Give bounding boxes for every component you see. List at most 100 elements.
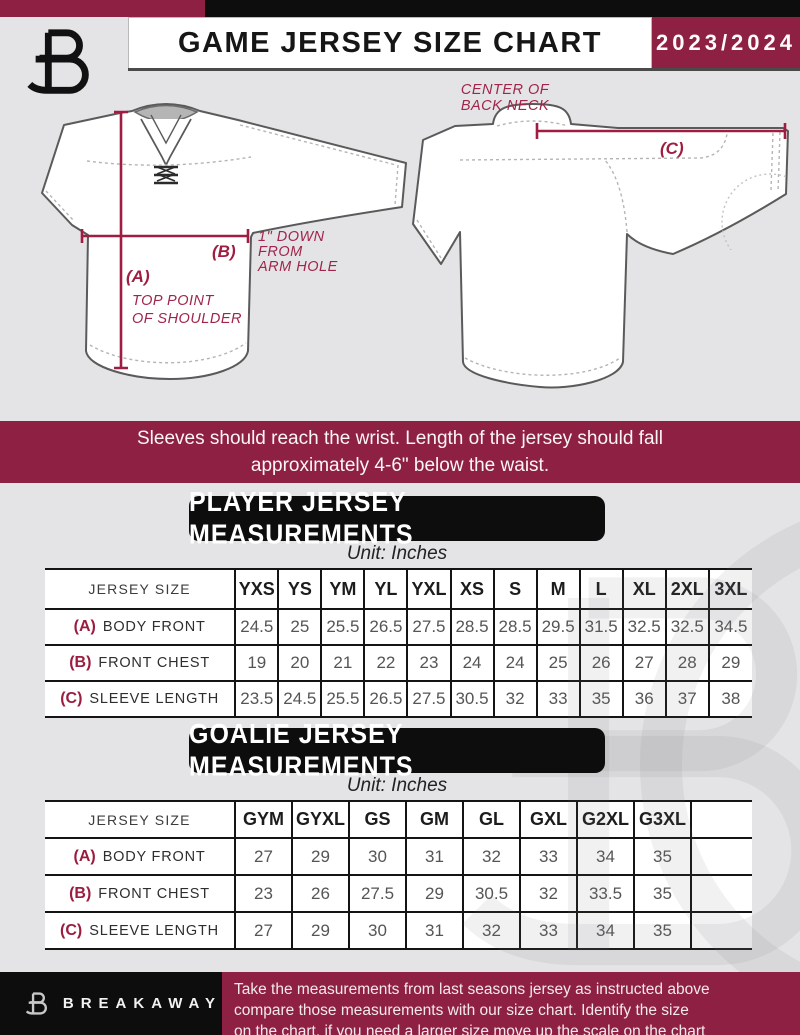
corner-cell: JERSEY SIZE [45, 568, 236, 610]
row-key: (C) [60, 690, 83, 707]
goalie-unit-label: Unit: Inches [346, 775, 448, 796]
table-row: (C) SLEEVE LENGTH 23.5 24.5 25.5 26.5 27.5 30.5… [45, 680, 752, 718]
measurement-cell: 24 [492, 644, 537, 682]
measurement-cell: 34 [576, 837, 634, 876]
measurement-cell: 29 [707, 644, 752, 682]
measurement-cell: 24.5 [234, 608, 279, 646]
measure-line-b [80, 229, 250, 243]
measurement-cell: 26 [578, 644, 623, 682]
footer-line3: on the chart, if you need a larger size … [234, 1023, 706, 1035]
table-row: (A) BODY FRONT 27 29 30 31 32 33 34 35 [45, 837, 752, 876]
size-column-header: M [535, 568, 580, 610]
size-column-header: GL [462, 800, 520, 839]
measurement-cell: 35 [633, 911, 691, 950]
size-column-header: YXS [234, 568, 279, 610]
title-box: GAME JERSEY SIZE CHART [128, 17, 652, 68]
note-b-line3: ARM HOLE [257, 259, 338, 275]
measurement-cell: 37 [664, 680, 709, 718]
back-jersey-outline [412, 103, 789, 389]
measurement-cell: 26.5 [363, 680, 408, 718]
footer-instructions: Take the measurements from last seasons … [222, 972, 800, 1035]
measurement-cell: 33.5 [576, 874, 634, 913]
measurement-cell: 32.5 [621, 608, 666, 646]
row-key: (B) [69, 884, 92, 902]
label-b: (B) [212, 242, 236, 261]
measurement-cell: 29 [291, 837, 349, 876]
note-a-line1: TOP POINT [132, 293, 214, 309]
row-label: SLEEVE LENGTH [89, 691, 220, 707]
footer-line1: Take the measurements from last seasons … [234, 981, 710, 998]
measurement-cell: 24 [449, 644, 494, 682]
measurement-cell: 29 [291, 911, 349, 950]
corner-cell: JERSEY SIZE [45, 800, 235, 839]
measurement-cell: 27.5 [406, 680, 451, 718]
measurement-cell: 32 [462, 911, 520, 950]
measurement-cell: 32.5 [664, 608, 709, 646]
measurement-cell: 35 [578, 680, 623, 718]
note-c-line2: BACK NECK [461, 98, 550, 114]
row-label-cell: (A) BODY FRONT [45, 837, 235, 876]
elbow-patch-seam [721, 173, 788, 250]
front-jersey-outline [41, 103, 407, 380]
measurement-cell: 27 [234, 911, 292, 950]
measurement-cell: 25 [277, 608, 322, 646]
measurement-cell: 27.5 [406, 608, 451, 646]
footer: BREAKAWAY Take the measurements from las… [0, 972, 800, 1035]
row-key: (A) [73, 847, 96, 865]
size-column-header: G2XL [576, 800, 634, 839]
table-row: (B) FRONT CHEST 19 20 21 22 23 24 24 25 26 27 28 29 [45, 644, 752, 682]
measure-line-a [114, 110, 128, 370]
measurement-cell: 27.5 [348, 874, 406, 913]
measurement-cell: 38 [707, 680, 752, 718]
footer-breakaway-logo-icon [25, 991, 47, 1015]
measurement-cell: 19 [234, 644, 279, 682]
size-column-header: L [578, 568, 623, 610]
size-column-header: XL [621, 568, 666, 610]
size-column-header: GM [405, 800, 463, 839]
measurement-cell: 28.5 [492, 608, 537, 646]
measurement-cell: 32 [519, 874, 577, 913]
size-column-header: GXL [519, 800, 577, 839]
measurement-cell: 26 [291, 874, 349, 913]
row-key: (A) [73, 618, 96, 635]
note-c-line1: CENTER OF [461, 82, 550, 98]
measurement-cell: 31 [405, 837, 463, 876]
row-label-cell: (C) SLEEVE LENGTH [45, 911, 235, 950]
row-label: BODY FRONT [102, 619, 206, 635]
measurement-cell: 32 [492, 680, 537, 718]
measurement-cell: 30.5 [462, 874, 520, 913]
size-column-header: YM [320, 568, 365, 610]
lace-detail [154, 165, 178, 185]
measurement-cell: 32 [462, 837, 520, 876]
measurement-cell: 29.5 [535, 608, 580, 646]
measurement-cell: 31 [405, 911, 463, 950]
measurement-cell: 29 [405, 874, 463, 913]
top-strip-black [205, 0, 800, 17]
player-section-title: PLAYER JERSEY MEASUREMENTS [189, 486, 414, 550]
measurement-cell: 30.5 [449, 680, 494, 718]
row-label-cell: (B) FRONT CHEST [45, 874, 235, 913]
player-section-banner: PLAYER JERSEY MEASUREMENTS [189, 486, 605, 550]
measurement-cell: 34.5 [707, 608, 752, 646]
size-column-header: XS [449, 568, 494, 610]
measurement-cell: 33 [519, 837, 577, 876]
table-row: (C) SLEEVE LENGTH 27 29 30 31 32 33 34 35 [45, 911, 752, 950]
row-label: SLEEVE LENGTH [89, 922, 219, 939]
footer-brand-name: BREAKAWAY [62, 995, 222, 1012]
player-unit-label: Unit: Inches [346, 543, 448, 564]
note-b-line1: 1" DOWN [258, 229, 325, 245]
size-column-header: YL [363, 568, 408, 610]
fit-notice-banner: Sleeves should reach the wrist. Length o… [0, 421, 800, 483]
empty-cell [690, 837, 752, 876]
empty-column-header [690, 800, 752, 839]
size-column-header: GYM [234, 800, 292, 839]
size-column-header: G3XL [633, 800, 691, 839]
row-label-cell: (A) BODY FRONT [45, 608, 236, 646]
row-label: FRONT CHEST [98, 655, 211, 671]
measurement-cell: 31.5 [578, 608, 623, 646]
season-box: 2023/2024 [652, 17, 800, 68]
row-key: (B) [69, 654, 92, 671]
size-column-header: GYXL [291, 800, 349, 839]
row-label-cell: (C) SLEEVE LENGTH [45, 680, 236, 718]
measurement-cell: 25 [535, 644, 580, 682]
